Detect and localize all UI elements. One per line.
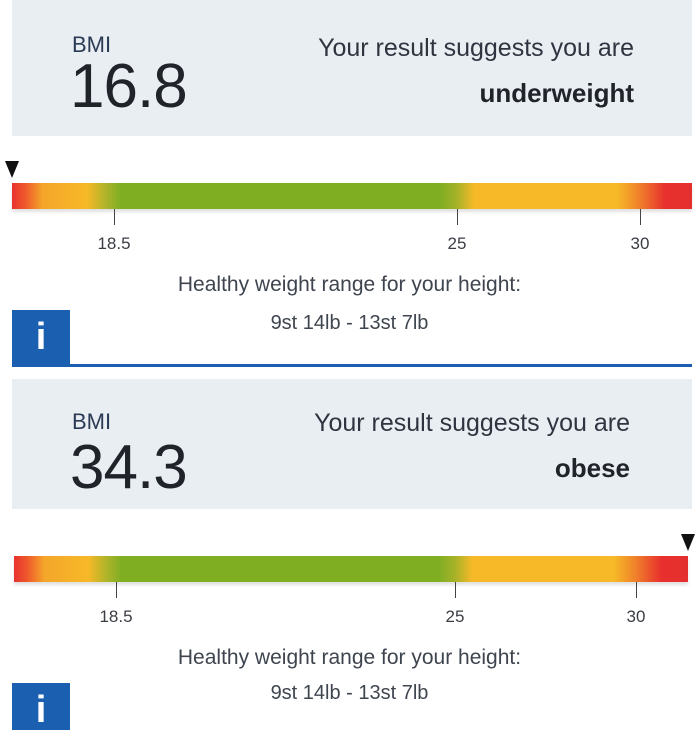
bmi-marker-icon bbox=[5, 161, 19, 178]
tick-18-5 bbox=[116, 582, 117, 598]
tick-30 bbox=[640, 209, 641, 225]
healthy-range-title: Healthy weight range for your height: bbox=[177, 646, 522, 669]
healthy-range-value: 9st 14lb - 13st 7lb bbox=[270, 312, 429, 334]
bmi-value: 34.3 bbox=[70, 433, 188, 502]
bmi-scale: 18.5 25 30 bbox=[5, 161, 692, 252]
bmi-label: BMI bbox=[72, 409, 112, 434]
bmi-scale-bar bbox=[12, 183, 692, 209]
result-suggestion: Your result suggests you are bbox=[318, 34, 634, 62]
bmi-scale: 18.5 25 30 bbox=[14, 534, 695, 625]
bmi-result-panel: BMI 16.8 Your result suggests you are un… bbox=[0, 0, 699, 367]
result-suggestion: Your result suggests you are bbox=[314, 409, 630, 437]
tick-label: 30 bbox=[630, 234, 650, 253]
healthy-range-value: 9st 14lb - 13st 7lb bbox=[270, 682, 429, 704]
tick-label: 30 bbox=[626, 607, 646, 626]
tick-label: 18.5 bbox=[97, 234, 131, 253]
tick-25 bbox=[455, 582, 456, 598]
tick-label: 18.5 bbox=[99, 607, 133, 626]
info-icon[interactable]: i bbox=[12, 683, 70, 731]
tick-label: 25 bbox=[447, 234, 467, 253]
info-icon[interactable]: i bbox=[12, 310, 70, 365]
info-divider bbox=[12, 364, 692, 367]
healthy-range-title: Healthy weight range for your height: bbox=[177, 273, 522, 296]
tick-25 bbox=[457, 209, 458, 225]
bmi-marker-icon bbox=[681, 534, 695, 551]
bmi-scale-bar bbox=[14, 556, 688, 582]
bmi-label: BMI bbox=[72, 32, 112, 57]
result-category: underweight bbox=[479, 78, 634, 108]
result-card: BMI 34.3 Your result suggests you are ob… bbox=[12, 379, 692, 509]
result-card: BMI 16.8 Your result suggests you are un… bbox=[12, 0, 692, 136]
bmi-value: 16.8 bbox=[70, 52, 188, 121]
tick-label: 25 bbox=[445, 607, 465, 626]
result-category: obese bbox=[554, 453, 630, 483]
tick-18-5 bbox=[114, 209, 115, 225]
bmi-result-panel: BMI 34.3 Your result suggests you are ob… bbox=[0, 365, 699, 731]
tick-30 bbox=[636, 582, 637, 598]
